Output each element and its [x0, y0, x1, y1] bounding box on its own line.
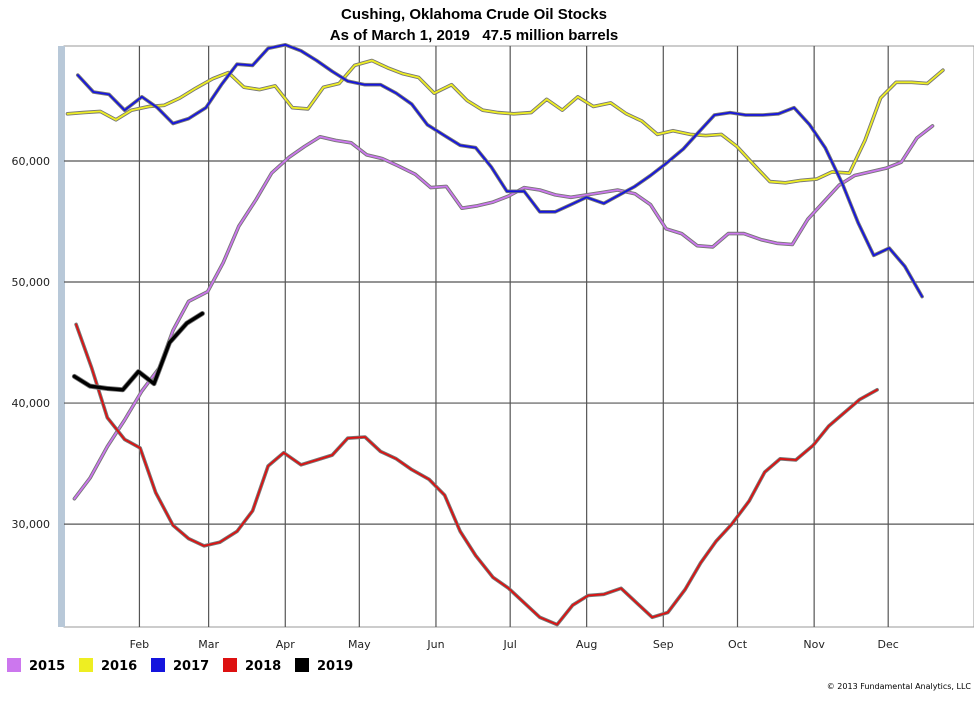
- x-tick-label: Dec: [878, 638, 899, 651]
- chart-subtitle: As of March 1, 2019 47.5 million barrels: [330, 27, 618, 44]
- legend-swatch-2019: [295, 658, 309, 672]
- series-line-2015: [73, 125, 934, 500]
- x-tick-label: Aug: [576, 638, 597, 651]
- x-tick-label: Feb: [130, 638, 149, 651]
- legend-label-2018: 2018: [245, 659, 281, 674]
- axis-tick-labels: Feb Mar Apr May Jun Jul Aug Sep Oct Nov Dec 30,000 4…: [12, 155, 899, 651]
- series-line-2017: [76, 43, 923, 298]
- x-tick-label: May: [348, 638, 371, 651]
- y-tick-label: 60,000: [12, 155, 51, 168]
- series-lines: [65, 42, 945, 627]
- series-line-2016: [66, 59, 944, 184]
- x-tick-label: Apr: [276, 638, 296, 651]
- x-tick-label: Nov: [803, 638, 825, 651]
- legend-swatch-2015: [7, 658, 21, 672]
- legend-label-2015: 2015: [29, 659, 65, 674]
- y-tick-label: 30,000: [12, 518, 51, 531]
- x-tick-label: Sep: [653, 638, 674, 651]
- legend-swatch-2016: [79, 658, 93, 672]
- legend-swatch-2017: [151, 658, 165, 672]
- plot-area: [63, 45, 974, 628]
- x-tick-label: Jul: [503, 638, 517, 651]
- copyright-credit: © 2013 Fundamental Analytics, LLC: [827, 682, 972, 691]
- series-line-2019: [72, 311, 205, 392]
- grid-lines: [64, 46, 974, 627]
- series-line-2018: [75, 323, 878, 626]
- legend-label-2016: 2016: [101, 659, 137, 674]
- y-tick-label: 40,000: [12, 397, 51, 410]
- y-axis-bar: [58, 46, 65, 627]
- x-tick-label: Oct: [728, 638, 748, 651]
- legend: 2015 2016 2017 2018 2019: [7, 658, 353, 674]
- legend-swatch-2018: [223, 658, 237, 672]
- y-tick-label: 50,000: [12, 276, 51, 289]
- chart-title: Cushing, Oklahoma Crude Oil Stocks: [341, 6, 607, 23]
- legend-label-2019: 2019: [317, 659, 353, 674]
- x-tick-label: Jun: [426, 638, 444, 651]
- legend-label-2017: 2017: [173, 659, 209, 674]
- x-tick-label: Mar: [198, 638, 219, 651]
